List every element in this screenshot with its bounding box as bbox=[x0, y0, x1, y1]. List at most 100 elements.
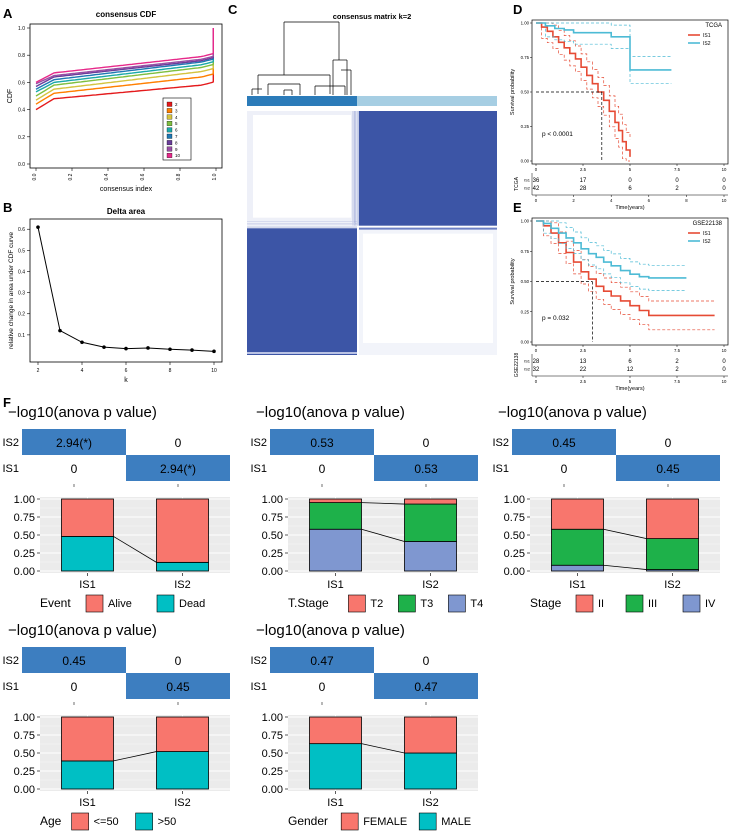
bar-seg-t3 bbox=[404, 503, 457, 542]
anova-cell bbox=[126, 647, 230, 673]
y-tick-label: 1.00 bbox=[262, 712, 283, 724]
risk-x-tick-label: 7.5 bbox=[674, 379, 681, 384]
bar-seg-iii bbox=[646, 538, 699, 570]
y-tick-label: 1.0 bbox=[18, 26, 25, 32]
y-tick-label: 1.00 bbox=[521, 21, 530, 26]
risk-count: 13 bbox=[580, 359, 587, 365]
x-tick-label: 5 bbox=[629, 348, 632, 353]
anova-cell bbox=[22, 647, 126, 673]
anova-value: 0.47 bbox=[414, 680, 438, 694]
risk-count: 0 bbox=[722, 178, 726, 184]
y-tick-label: 1.00 bbox=[14, 494, 35, 506]
legend-label-is2: IS2 bbox=[703, 239, 711, 245]
anova-cell bbox=[374, 647, 478, 673]
risk-count: 28 bbox=[533, 359, 540, 365]
panel-title: −log10(anova p value) bbox=[8, 622, 157, 639]
anova-cell bbox=[374, 429, 478, 455]
delta-point bbox=[168, 347, 172, 352]
legend-swatch-k10 bbox=[166, 153, 173, 158]
chart-title: TCGA bbox=[705, 23, 722, 29]
risk-x-tick-label: 2.5 bbox=[580, 379, 587, 384]
x-tick-label: 0.6 bbox=[140, 173, 146, 180]
x-tick-label: 1.0 bbox=[212, 173, 218, 180]
legend-label-k5: 5 bbox=[175, 121, 178, 126]
legend-label-xx50: <=50 bbox=[94, 816, 119, 828]
anova-cell bbox=[270, 673, 374, 699]
anova-value: 0 bbox=[175, 654, 182, 668]
legend-swatch-k8 bbox=[166, 140, 173, 146]
panel-label-f: F bbox=[3, 395, 11, 410]
y-tick-label: 0.50 bbox=[14, 748, 35, 760]
ci-upper-is1 bbox=[536, 220, 715, 302]
x-tick-label: IS2 bbox=[664, 579, 681, 591]
anova-value: 0 bbox=[71, 680, 78, 694]
legend-label-t3: T3 bbox=[420, 598, 433, 610]
x-tick-label: 7.5 bbox=[674, 348, 681, 353]
legend-swatch-k5 bbox=[166, 121, 173, 126]
anova-cell bbox=[126, 673, 230, 699]
anova-value: 0 bbox=[319, 462, 326, 476]
y-tick-label: 0.00 bbox=[14, 784, 35, 796]
x-tick-label: IS1 bbox=[569, 579, 586, 591]
anova-value: 0 bbox=[319, 680, 326, 694]
delta-point bbox=[36, 225, 40, 229]
anova-value: 0.45 bbox=[552, 436, 576, 450]
block-cluster-2 bbox=[359, 111, 497, 226]
legend-swatch-xx50 bbox=[71, 812, 89, 831]
legend-swatch-t4 bbox=[448, 594, 466, 613]
y-tick-label: 0.25 bbox=[262, 548, 283, 560]
legend-swatch-k2 bbox=[166, 101, 173, 107]
cdf-line-k4 bbox=[35, 28, 215, 101]
legend-label-dead: Dead bbox=[179, 598, 205, 610]
legend-title: Age bbox=[40, 814, 62, 828]
alluvial-link bbox=[603, 564, 647, 570]
x-tick-label: 0.2 bbox=[68, 173, 74, 180]
risk-count: 2 bbox=[675, 186, 679, 192]
cdf-line-k7 bbox=[35, 28, 215, 90]
legend-swatch-dead bbox=[156, 594, 175, 613]
cdf-line-k6 bbox=[35, 28, 215, 93]
y-tick-label: 0.50 bbox=[521, 90, 530, 95]
risk-count: 2 bbox=[675, 367, 679, 373]
y-tick-label: 0.8 bbox=[18, 53, 25, 59]
y-axis-label: relative change in area under CDF curve bbox=[8, 232, 15, 349]
risk-x-tick-label: 10 bbox=[722, 379, 727, 384]
x-tick-label: 0.8 bbox=[176, 173, 182, 180]
panel-f1-event: −log10(anova p value) IS2 2.94(*) 0 IS1 0 2.94… bbox=[2, 404, 230, 613]
legend-label-female: FEMALE bbox=[363, 816, 407, 828]
legend-label-k10: 10 bbox=[175, 153, 181, 158]
bar-seg-female bbox=[404, 716, 457, 754]
bar-seg-ii bbox=[551, 498, 604, 530]
anova-cell bbox=[616, 455, 720, 481]
risk-count: 0 bbox=[628, 178, 632, 184]
bar-seg-t3 bbox=[309, 502, 362, 530]
risk-x-tick-label: 6 bbox=[648, 198, 651, 203]
delta-point bbox=[124, 346, 128, 351]
panel-f3-stage: −log10(anova p value) IS2 0.45 0 IS1 0 0.45 0.0… bbox=[492, 404, 720, 613]
y-tick-label: 0.50 bbox=[262, 530, 283, 542]
legend-label-alive: Alive bbox=[108, 598, 132, 610]
bar-seg-alive bbox=[61, 498, 114, 537]
risk-x-tick-label: 0 bbox=[535, 198, 538, 203]
risk-count: 0 bbox=[722, 359, 726, 365]
cluster-bar-2 bbox=[357, 96, 497, 106]
y-tick-label: 0.75 bbox=[14, 730, 35, 742]
anova-value: 0.45 bbox=[62, 654, 86, 668]
risk-table-label: GSE22138 bbox=[514, 353, 520, 378]
x-tick-label: 8 bbox=[169, 368, 172, 374]
alluvial-link bbox=[361, 743, 405, 754]
y-tick-label: 0.75 bbox=[262, 730, 283, 742]
ci-lower-is1 bbox=[536, 220, 715, 331]
legend-swatch-male bbox=[418, 812, 437, 831]
legend-label-iii: III bbox=[648, 598, 657, 610]
anova-cell bbox=[270, 429, 374, 455]
y-tick-label: 0.75 bbox=[521, 249, 530, 254]
legend-label-ii: II bbox=[598, 598, 604, 610]
legend-title: Stage bbox=[530, 596, 562, 610]
row-label-is2: IS2 bbox=[250, 655, 267, 667]
panel-f5-gender: −log10(anova p value) IS2 0.47 0 IS1 0 0.47 0.0… bbox=[250, 622, 478, 831]
alluvial-link bbox=[113, 536, 157, 563]
y-tick-label: 0.25 bbox=[14, 548, 35, 560]
block-offdiag-core bbox=[253, 115, 351, 218]
x-tick-label: IS2 bbox=[422, 797, 439, 809]
